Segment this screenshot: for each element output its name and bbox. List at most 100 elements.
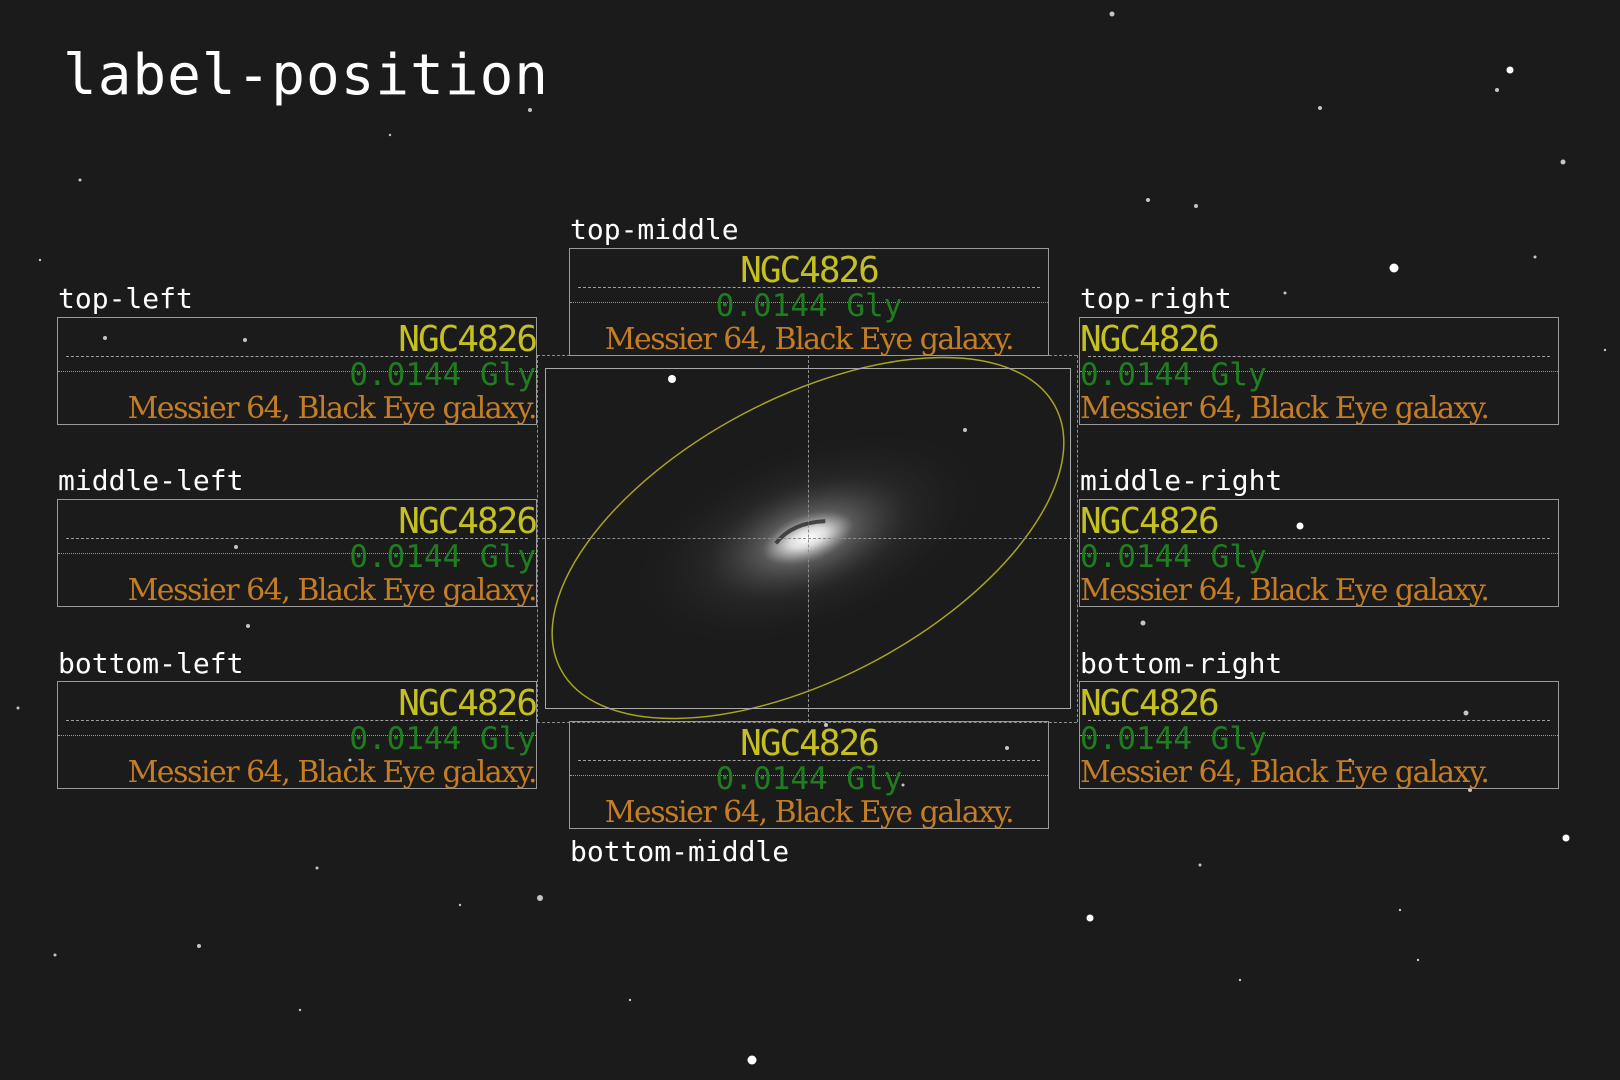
object-description: Messier 64, Black Eye galaxy. (127, 391, 538, 426)
object-distance: 0.0144 Gly (349, 539, 536, 575)
star (103, 336, 107, 340)
star (1238, 978, 1242, 982)
object-distance: 0.0144 Gly (1080, 721, 1267, 757)
label-box-bottom-left: NGC4826 0.0144 Gly Messier 64, Black Eye… (57, 681, 538, 790)
star (963, 428, 967, 432)
baseline-guide (1088, 356, 1550, 357)
star (1533, 255, 1537, 259)
star (78, 178, 82, 182)
midline-guide (58, 371, 536, 372)
star (1086, 914, 1094, 922)
baseline-guide (1088, 720, 1550, 721)
star (458, 903, 462, 907)
baseline-guide (578, 287, 1040, 288)
object-name: NGC4826 (398, 501, 538, 542)
guide-line-center (808, 355, 809, 722)
page-title: label-position (63, 43, 550, 108)
label-box-middle-right: NGC4826 0.0144 Gly Messier 64, Black Eye… (1079, 499, 1559, 607)
object-description: Messier 64, Black Eye galaxy. (127, 755, 538, 790)
midline-guide (58, 553, 536, 554)
label-box-bottom-middle: NGC4826 0.0144 Gly Messier 64, Black Eye… (569, 721, 1049, 829)
object-distance: 0.0144 Gly (715, 761, 903, 797)
star (53, 953, 57, 957)
guide-line-middle (537, 538, 1077, 539)
position-label-middle-right: middle-right (1080, 464, 1283, 497)
midline-guide (1080, 735, 1558, 736)
guide-line-bottom (537, 722, 1077, 723)
object-name: NGC4826 (398, 319, 538, 360)
object-name: NGC4826 (1080, 319, 1220, 360)
object-name: NGC4826 (398, 683, 538, 724)
object-distance: 0.0144 Gly (715, 288, 903, 324)
object-description: Messier 64, Black Eye galaxy. (1080, 391, 1490, 426)
star (1562, 834, 1570, 842)
baseline-guide (66, 356, 528, 357)
star (628, 998, 632, 1002)
star (537, 895, 543, 901)
star (1348, 758, 1352, 762)
object-distance: 0.0144 Gly (349, 721, 536, 757)
star (38, 258, 42, 262)
object-description: Messier 64, Black Eye galaxy. (604, 322, 1015, 357)
object-description: Messier 64, Black Eye galaxy. (604, 795, 1015, 830)
star (388, 133, 392, 137)
position-label-bottom-middle: bottom-middle (570, 835, 790, 868)
baseline-guide (578, 760, 1040, 761)
star (1416, 958, 1420, 962)
star (197, 944, 201, 948)
star (668, 375, 676, 383)
star (1283, 291, 1287, 295)
star (1495, 88, 1499, 92)
star (348, 758, 352, 762)
object-description: Messier 64, Black Eye galaxy. (1080, 573, 1490, 608)
star (1389, 263, 1399, 273)
midline-guide (1080, 371, 1558, 372)
star (1194, 204, 1198, 208)
position-label-top-middle: top-middle (570, 213, 739, 246)
label-box-middle-left: NGC4826 0.0144 Gly Messier 64, Black Eye… (57, 499, 538, 608)
galaxy-outline-ellipse (551, 356, 1065, 720)
star (234, 545, 238, 549)
guide-line-right (1077, 355, 1078, 722)
label-box-bottom-right: NGC4826 0.0144 Gly Messier 64, Black Eye… (1079, 681, 1559, 789)
star (243, 338, 247, 342)
label-box-top-left: NGC4826 0.0144 Gly Messier 64, Black Eye… (57, 317, 538, 426)
star (315, 866, 319, 870)
star (1468, 788, 1472, 792)
star (16, 706, 20, 710)
star (698, 838, 702, 842)
star (747, 1055, 757, 1065)
star (901, 783, 905, 787)
object-name: NGC4826 (1080, 501, 1220, 542)
label-box-top-middle: NGC4826 0.0144 Gly Messier 64, Black Eye… (569, 248, 1049, 356)
object-distance: 0.0144 Gly (1080, 357, 1267, 393)
star (1198, 863, 1202, 867)
star (528, 108, 532, 112)
label-box-top-right: NGC4826 0.0144 Gly Messier 64, Black Eye… (1079, 317, 1559, 425)
star (1318, 106, 1322, 110)
star (1146, 198, 1150, 202)
star (1603, 348, 1607, 352)
object-description: Messier 64, Black Eye galaxy. (1080, 755, 1490, 790)
baseline-guide (1088, 538, 1550, 539)
object-description: Messier 64, Black Eye galaxy. (127, 573, 538, 608)
midline-guide (570, 775, 1048, 776)
position-label-top-right: top-right (1080, 282, 1232, 315)
object-name: NGC4826 (1080, 683, 1220, 724)
star (298, 1008, 302, 1012)
guide-line-left (537, 355, 538, 722)
star (1109, 11, 1115, 17)
object-name: NGC4826 (740, 250, 880, 291)
object-name: NGC4826 (740, 723, 880, 764)
star (1398, 908, 1402, 912)
star (824, 723, 828, 727)
baseline-guide (66, 538, 528, 539)
position-label-bottom-right: bottom-right (1080, 647, 1283, 680)
star (1296, 522, 1304, 530)
midline-guide (58, 735, 536, 736)
star (1506, 66, 1514, 74)
position-label-top-left: top-left (58, 282, 193, 315)
position-label-middle-left: middle-left (58, 464, 244, 497)
star (246, 624, 250, 628)
